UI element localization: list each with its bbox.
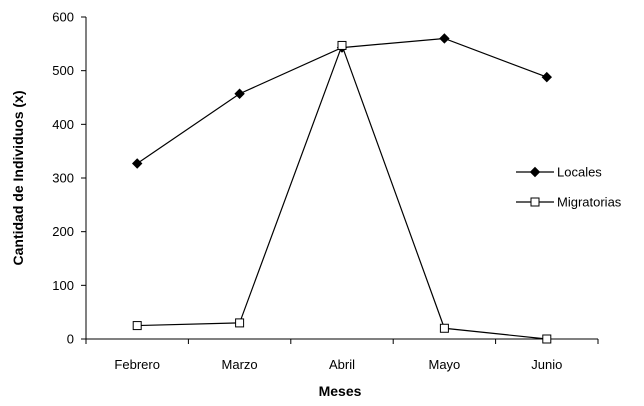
y-tick-label: 0 [67,332,74,347]
data-point-migratorias [439,323,449,333]
x-tick-label: Marzo [222,357,258,372]
series-line-migratorias [137,43,547,340]
x-axis-title: Meses [319,383,362,399]
x-tick-label: Febrero [114,357,160,372]
y-tick-label: 300 [52,171,74,186]
x-tick-label: Abril [329,357,355,372]
data-point-locales [439,33,450,44]
data-point-locales [131,158,143,169]
data-point-migratorias [542,334,552,344]
legend-item-migratorias: Migratorias [516,195,622,210]
y-tick-label: 200 [52,224,74,239]
x-ticks: Febrero Marzo Abril Mayo Junio [85,339,599,372]
legend-marker-locales [529,166,541,178]
y-ticks: 0 100 200 300 400 500 600 [52,10,86,347]
series-migratorias [132,40,552,344]
legend-marker-migratorias [530,197,540,207]
y-axis-title: Cantidad de Individuos (x) [10,90,26,265]
y-tick-label: 100 [52,278,74,293]
legend: Locales Migratorias [516,165,622,210]
y-tick-label: 400 [52,117,74,132]
series-layer [131,33,553,344]
series-locales [131,33,553,169]
legend-label-locales: Locales [557,165,602,180]
data-point-locales [234,88,245,99]
legend-label-migratorias: Migratorias [557,195,622,210]
data-point-migratorias [235,318,245,328]
series-line-locales [136,37,548,165]
data-point-migratorias [337,40,347,50]
y-tick-label: 600 [52,10,74,25]
y-tick-label: 500 [52,63,74,78]
x-tick-label: Mayo [429,357,461,372]
x-tick-label: Junio [531,357,562,372]
data-point-locales [541,71,553,83]
axes [85,17,598,340]
legend-item-locales: Locales [516,165,602,180]
data-point-migratorias [132,321,142,331]
